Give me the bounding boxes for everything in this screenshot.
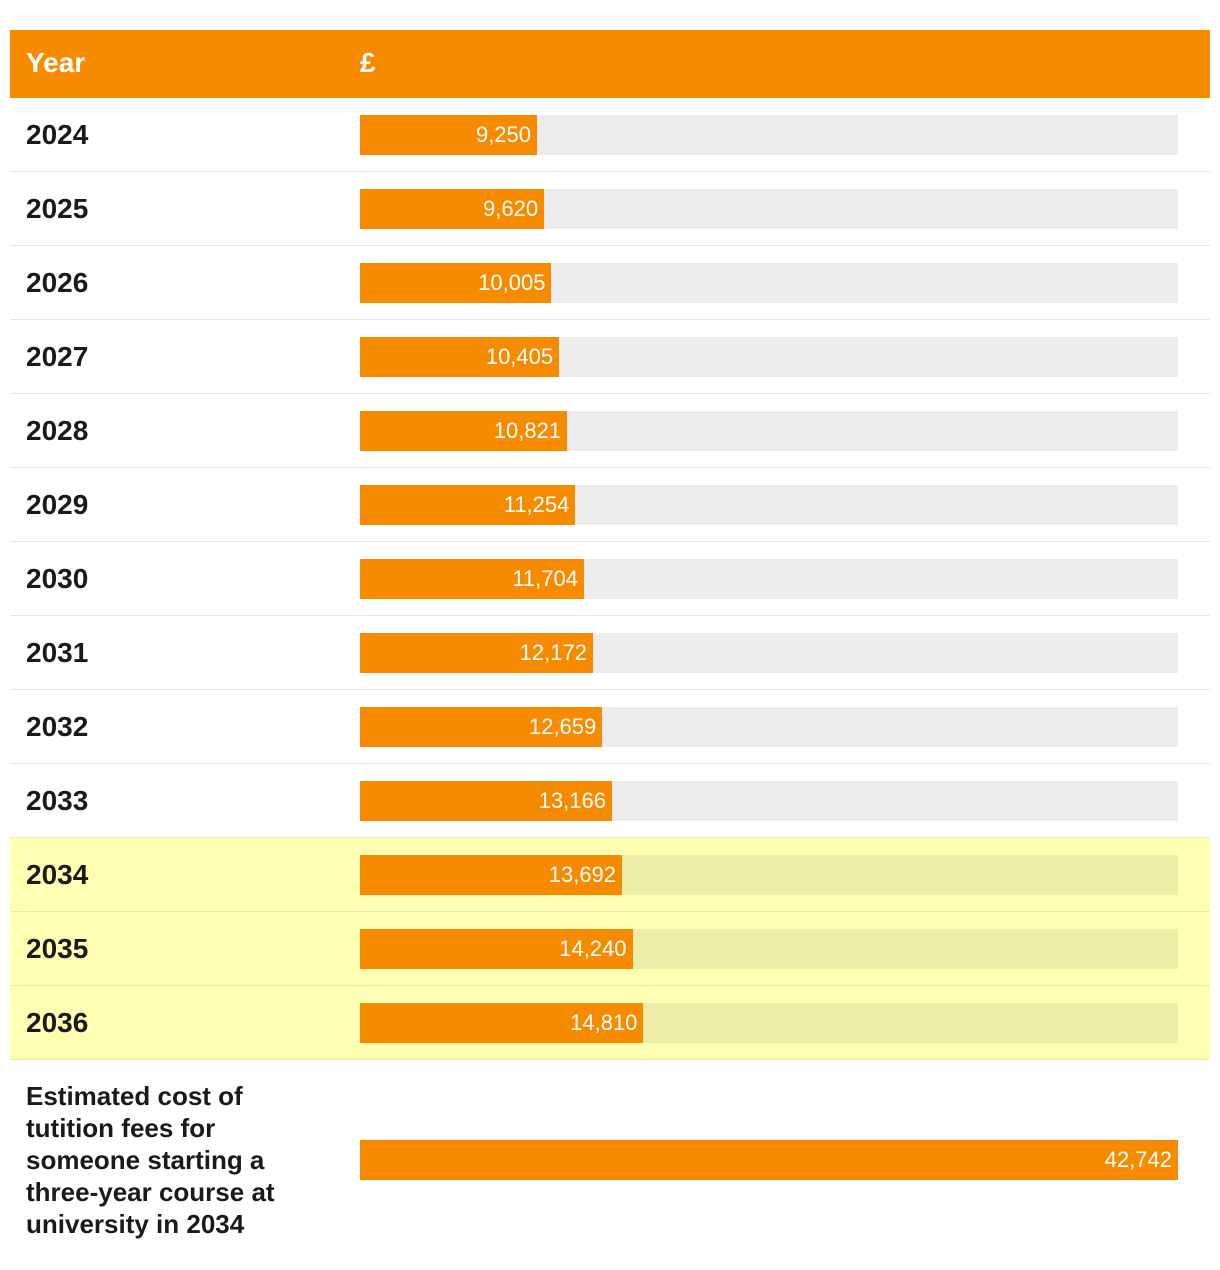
total-bar-track: 42,742 (360, 1140, 1178, 1180)
table-row: 2029 11,254 (10, 468, 1210, 542)
year-label: 2027 (26, 341, 89, 372)
bar-track: 11,704 (360, 559, 1178, 599)
bar: 14,810 (360, 1003, 644, 1043)
year-label: 2033 (26, 785, 89, 816)
bar-value-label: 10,821 (493, 418, 562, 443)
bar: 10,005 (360, 263, 552, 303)
header-value-label: £ (360, 47, 376, 78)
bar-table: Year £ 2024 9,250 2025 9,620 2026 10,005 2027 1… (10, 30, 1210, 1257)
year-label: 2028 (26, 415, 89, 446)
bar-track: 9,620 (360, 189, 1178, 229)
year-label: 2025 (26, 193, 89, 224)
bar-track: 12,659 (360, 707, 1178, 747)
bar: 12,659 (360, 707, 603, 747)
year-label: 2036 (26, 1007, 89, 1038)
total-row: Estimated cost of tutition fees for some… (10, 1060, 1210, 1257)
bar-value-label: 13,166 (538, 788, 606, 813)
bar: 10,821 (360, 411, 568, 451)
bar-value-label: 13,692 (548, 862, 617, 887)
bar: 11,704 (360, 559, 584, 599)
total-value-label: 42,742 (1104, 1147, 1172, 1172)
bar-track: 10,821 (360, 411, 1178, 451)
bar-value-label: 12,659 (528, 714, 597, 739)
bar: 13,692 (360, 855, 623, 895)
bar-value-label: 9,620 (483, 196, 539, 221)
bar-value-label: 12,172 (519, 640, 587, 665)
bar-value-label: 11,704 (512, 566, 578, 591)
bar: 12,172 (360, 633, 593, 673)
bar: 9,250 (360, 115, 538, 155)
year-label: 2031 (26, 637, 89, 668)
bar-track: 11,254 (360, 485, 1178, 525)
year-label: 2026 (26, 267, 89, 298)
bar: 9,620 (360, 189, 545, 229)
table-header: Year £ (10, 30, 1210, 98)
year-label: 2024 (26, 119, 89, 150)
bar-rows: 2024 9,250 2025 9,620 2026 10,005 2027 10,405 20… (10, 98, 1210, 1060)
table-row: 2034 13,692 (10, 838, 1210, 912)
bar-track: 9,250 (360, 115, 1178, 155)
table-row: 2027 10,405 (10, 320, 1210, 394)
bar-track: 14,240 (360, 929, 1178, 969)
year-label: 2030 (26, 563, 89, 594)
bar-track: 14,810 (360, 1003, 1178, 1043)
bar-track: 10,005 (360, 263, 1178, 303)
table-row: 2028 10,821 (10, 394, 1210, 468)
bar-value-label: 14,810 (570, 1010, 638, 1035)
total-bar: 42,742 (360, 1140, 1178, 1180)
header-year-label: Year (26, 47, 86, 78)
bar-value-label: 10,005 (478, 270, 546, 295)
bar-track: 12,172 (360, 633, 1178, 673)
year-label: 2029 (26, 489, 89, 520)
bar-value-label: 14,240 (559, 936, 627, 961)
bar-track: 13,166 (360, 781, 1178, 821)
bar-track: 13,692 (360, 855, 1178, 895)
table-row: 2031 12,172 (10, 616, 1210, 690)
table-row: 2036 14,810 (10, 986, 1210, 1060)
table-row: 2026 10,005 (10, 246, 1210, 320)
bar: 13,166 (360, 781, 612, 821)
total-label: Estimated cost of tutition fees for some… (26, 1081, 275, 1239)
table-row: 2035 14,240 (10, 912, 1210, 986)
table-row: 2032 12,659 (10, 690, 1210, 764)
year-label: 2032 (26, 711, 89, 742)
table-row: 2033 13,166 (10, 764, 1210, 838)
bar-value-label: 9,250 (475, 122, 532, 147)
bar: 14,240 (360, 929, 633, 969)
table-row: 2024 9,250 (10, 98, 1210, 172)
table-row: 2030 11,704 (10, 542, 1210, 616)
bar-track: 10,405 (360, 337, 1178, 377)
year-label: 2034 (26, 859, 89, 890)
bar: 11,254 (360, 485, 576, 525)
table-row: 2025 9,620 (10, 172, 1210, 246)
bar-value-label: 10,405 (485, 344, 554, 369)
year-label: 2035 (26, 933, 89, 964)
bar-value-label: 11,254 (503, 492, 570, 517)
bar: 10,405 (360, 337, 560, 377)
